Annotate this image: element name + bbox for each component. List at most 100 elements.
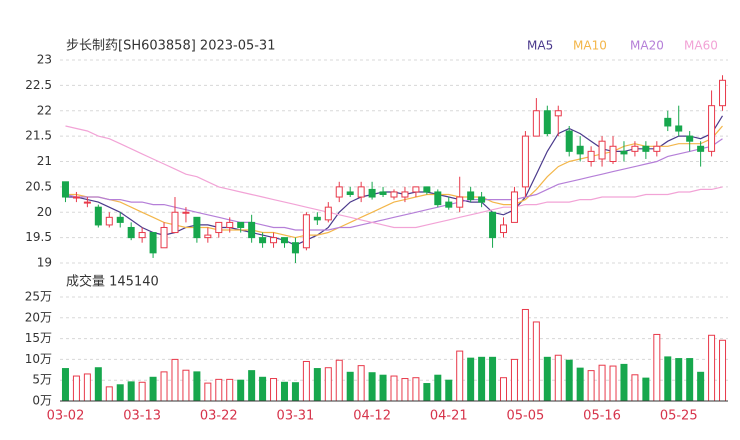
y-tick-label: 23 (37, 53, 52, 67)
volume-bar (270, 378, 278, 402)
volume-bar (105, 386, 113, 402)
candle-body (697, 145, 705, 152)
candle-body (280, 237, 288, 244)
candle-body (576, 145, 584, 155)
candle-body (434, 191, 442, 206)
candle-body (609, 145, 617, 162)
candle-body (138, 232, 146, 239)
volume-bar (313, 368, 321, 402)
candle-body (291, 242, 299, 254)
candle-body (565, 130, 573, 152)
ma-line (65, 125, 723, 229)
volume-bar (642, 377, 650, 402)
candle-body (193, 216, 201, 239)
legend-entry: MA20 (630, 39, 664, 53)
volume-bar (423, 383, 431, 402)
candle-body (532, 110, 540, 137)
volume-bar (510, 358, 518, 402)
volume-bar (61, 368, 69, 402)
volume-bar (324, 367, 332, 402)
volume-bar (445, 379, 453, 402)
volume-bar (719, 339, 727, 402)
volume-bar (620, 363, 628, 402)
candle-body (346, 191, 354, 195)
candle-body (598, 140, 606, 160)
volume-bar (664, 356, 672, 402)
candle-body (620, 150, 628, 155)
y-tick-label: 19.5 (25, 230, 52, 244)
volume-bar (335, 359, 343, 402)
volume-bar (390, 375, 398, 402)
volume-bar (697, 371, 705, 402)
volume-bar (434, 374, 442, 402)
candle-body (379, 191, 387, 195)
candle-body (554, 110, 562, 117)
candle-body (587, 150, 595, 163)
candle-body (653, 145, 661, 152)
candle-body (182, 211, 190, 214)
candle-body (127, 226, 135, 239)
volume-bar (291, 382, 299, 402)
candle-body (302, 214, 310, 249)
legend-entry: MA60 (684, 39, 718, 53)
y-tick-label: 0万 (32, 394, 52, 408)
candle-body (215, 221, 223, 234)
candle-body (94, 206, 102, 226)
candle-body (543, 110, 551, 135)
candle-body (116, 216, 124, 223)
candle-body (445, 201, 453, 208)
volume-bar (302, 360, 310, 402)
y-tick-label: 22.5 (25, 78, 52, 92)
volume-bar (576, 367, 584, 402)
candle-body (324, 206, 332, 221)
volume-bar (401, 378, 409, 402)
candle-body (259, 237, 267, 244)
candle-body (642, 145, 650, 152)
y-tick-label: 10万 (25, 352, 52, 366)
candle-body (357, 186, 365, 198)
x-tick-label: 04-12 (353, 409, 391, 424)
volume-bar (379, 374, 387, 402)
volume-bar (226, 378, 234, 402)
volume-bar (587, 370, 595, 402)
candle-body (237, 221, 245, 228)
y-tick-label: 15万 (25, 331, 52, 345)
y-tick-label: 20.5 (25, 179, 52, 193)
y-tick-label: 21 (37, 154, 52, 168)
volume-bar (543, 356, 551, 402)
volume-bar (686, 358, 694, 402)
y-tick-label: 5万 (32, 373, 52, 387)
y-tick-label: 25万 (25, 290, 52, 304)
candle-body (248, 221, 256, 239)
candle-body (83, 201, 91, 204)
volume-bar (83, 373, 91, 402)
candle-body (412, 186, 420, 193)
candle-body (72, 196, 80, 199)
volume-bar (346, 371, 354, 402)
volume-bar (368, 372, 376, 402)
volume-bar (94, 367, 102, 402)
volume-bar (478, 356, 486, 402)
x-tick-label: 03-13 (123, 409, 161, 424)
candle-body (456, 196, 464, 208)
candle-body (171, 211, 179, 234)
volume-bar (412, 377, 420, 402)
volume-bar (521, 308, 529, 402)
candle-body (686, 135, 694, 142)
y-tick-label: 20 (37, 205, 52, 219)
candle-body (368, 188, 376, 198)
volume-bar (215, 378, 223, 402)
candle-body (149, 232, 157, 254)
volume-bar (204, 382, 212, 402)
volume-bar (489, 356, 497, 402)
x-tick-label: 05-25 (660, 409, 698, 424)
candle-body (390, 191, 398, 198)
legend-entry: MA5 (527, 39, 553, 53)
candle-body (313, 216, 321, 221)
legend-entry: MA10 (573, 39, 607, 53)
y-tick-label: 22 (37, 103, 52, 117)
volume-bar (532, 321, 540, 402)
volume-bar (116, 384, 124, 402)
volume-bar (138, 381, 146, 402)
volume-bar (565, 359, 573, 402)
